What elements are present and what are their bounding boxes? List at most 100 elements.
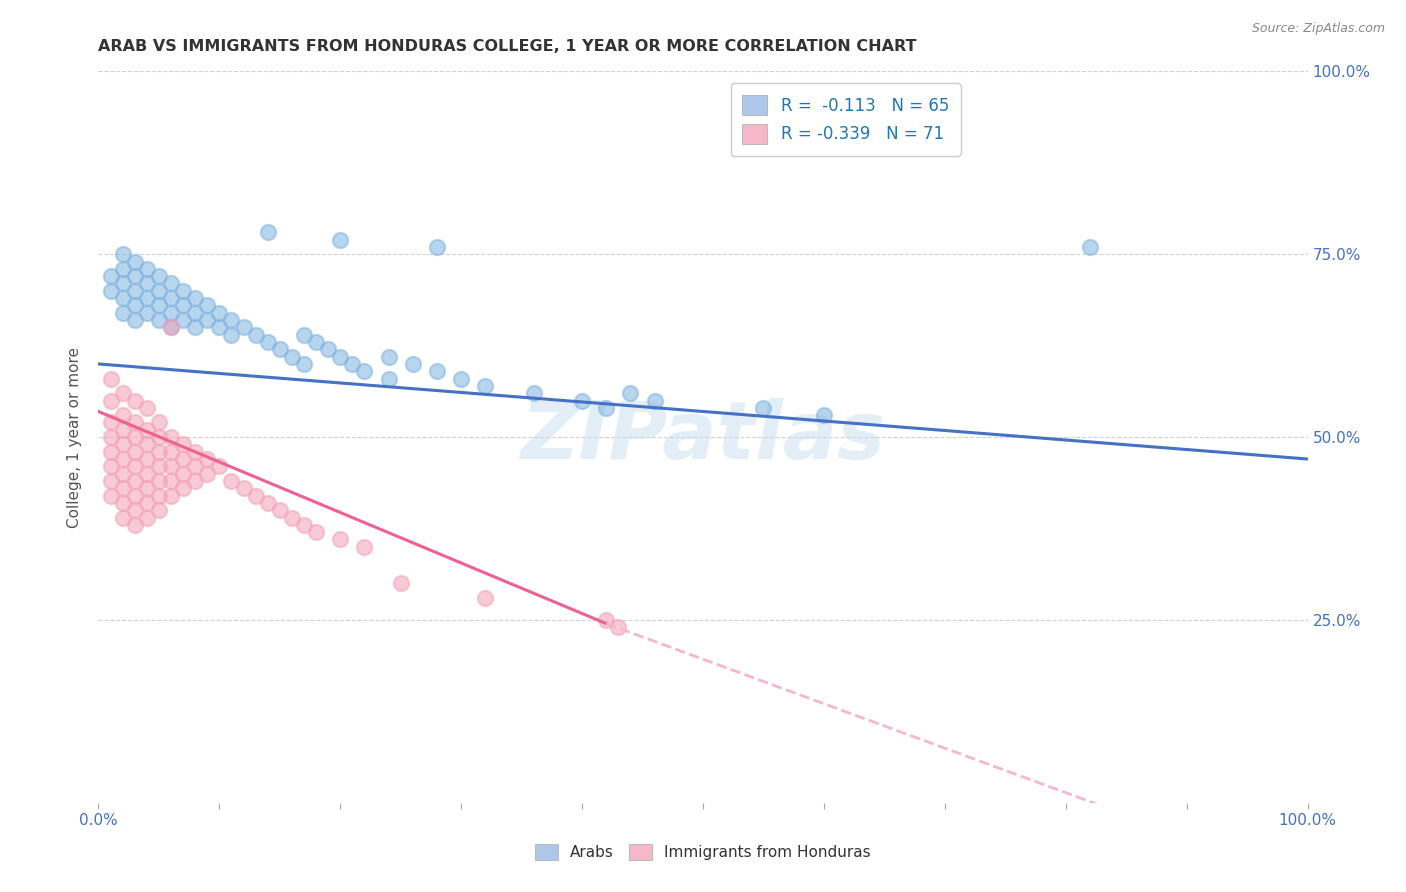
Point [184, 474, 207, 488]
Point [184, 444, 207, 458]
Point [316, 343, 339, 357]
Point [184, 459, 207, 474]
Point [100, 430, 122, 444]
Point [135, 452, 157, 467]
Point [281, 350, 304, 364]
Point [474, 379, 496, 393]
Legend: Arabs, Immigrants from Honduras: Arabs, Immigrants from Honduras [529, 838, 877, 866]
Point [111, 437, 134, 451]
Point [124, 517, 146, 532]
Point [221, 474, 243, 488]
Point [389, 576, 412, 591]
Point [172, 284, 194, 298]
Point [135, 423, 157, 437]
Point [148, 416, 170, 430]
Point [124, 284, 146, 298]
Point [135, 261, 157, 276]
Point [100, 416, 122, 430]
Point [111, 261, 134, 276]
Point [450, 371, 472, 385]
Text: ARAB VS IMMIGRANTS FROM HONDURAS COLLEGE, 1 YEAR OR MORE CORRELATION CHART: ARAB VS IMMIGRANTS FROM HONDURAS COLLEGE… [98, 38, 917, 54]
Point [256, 334, 278, 349]
Point [269, 343, 291, 357]
Point [100, 269, 122, 284]
Point [124, 254, 146, 268]
Point [160, 277, 183, 291]
Point [256, 225, 278, 239]
Point [184, 306, 207, 320]
Point [595, 401, 617, 415]
Point [100, 444, 122, 458]
Y-axis label: College, 1 year or more: College, 1 year or more [67, 347, 83, 527]
Point [342, 357, 364, 371]
Point [172, 481, 194, 495]
Point [305, 525, 328, 540]
Point [135, 277, 157, 291]
Point [232, 481, 254, 495]
Point [111, 496, 134, 510]
Point [172, 313, 194, 327]
Point [148, 459, 170, 474]
Point [172, 452, 194, 467]
Point [160, 320, 183, 334]
Point [111, 247, 134, 261]
Point [208, 320, 231, 334]
Point [523, 386, 546, 401]
Point [124, 313, 146, 327]
Point [111, 481, 134, 495]
Point [135, 291, 157, 305]
Point [124, 298, 146, 312]
Point [571, 393, 593, 408]
Point [402, 357, 425, 371]
Point [135, 467, 157, 481]
Point [195, 452, 218, 467]
Point [100, 474, 122, 488]
Point [221, 313, 243, 327]
Text: Source: ZipAtlas.com: Source: ZipAtlas.com [1251, 22, 1385, 36]
Point [124, 503, 146, 517]
Point [644, 393, 666, 408]
Point [813, 408, 835, 422]
Point [148, 474, 170, 488]
Point [100, 284, 122, 298]
Point [195, 313, 218, 327]
Point [595, 613, 617, 627]
Point [329, 350, 352, 364]
Point [160, 430, 183, 444]
Point [474, 591, 496, 605]
Point [111, 408, 134, 422]
Point [135, 496, 157, 510]
Point [172, 298, 194, 312]
Point [100, 371, 122, 385]
Point [100, 459, 122, 474]
Point [111, 467, 134, 481]
Point [377, 371, 399, 385]
Point [148, 503, 170, 517]
Point [135, 401, 157, 415]
Point [160, 444, 183, 458]
Point [208, 306, 231, 320]
Point [752, 401, 775, 415]
Point [208, 459, 231, 474]
Point [148, 444, 170, 458]
Point [245, 489, 267, 503]
Point [269, 503, 291, 517]
Point [195, 467, 218, 481]
Point [353, 364, 375, 378]
Point [221, 327, 243, 342]
Point [111, 306, 134, 320]
Point [100, 489, 122, 503]
Point [426, 364, 449, 378]
Point [184, 320, 207, 334]
Point [195, 298, 218, 312]
Point [135, 510, 157, 524]
Point [148, 313, 170, 327]
Point [124, 269, 146, 284]
Point [619, 386, 641, 401]
Point [353, 540, 375, 554]
Point [124, 430, 146, 444]
Point [172, 467, 194, 481]
Point [148, 430, 170, 444]
Point [292, 357, 315, 371]
Text: ZIPatlas: ZIPatlas [520, 398, 886, 476]
